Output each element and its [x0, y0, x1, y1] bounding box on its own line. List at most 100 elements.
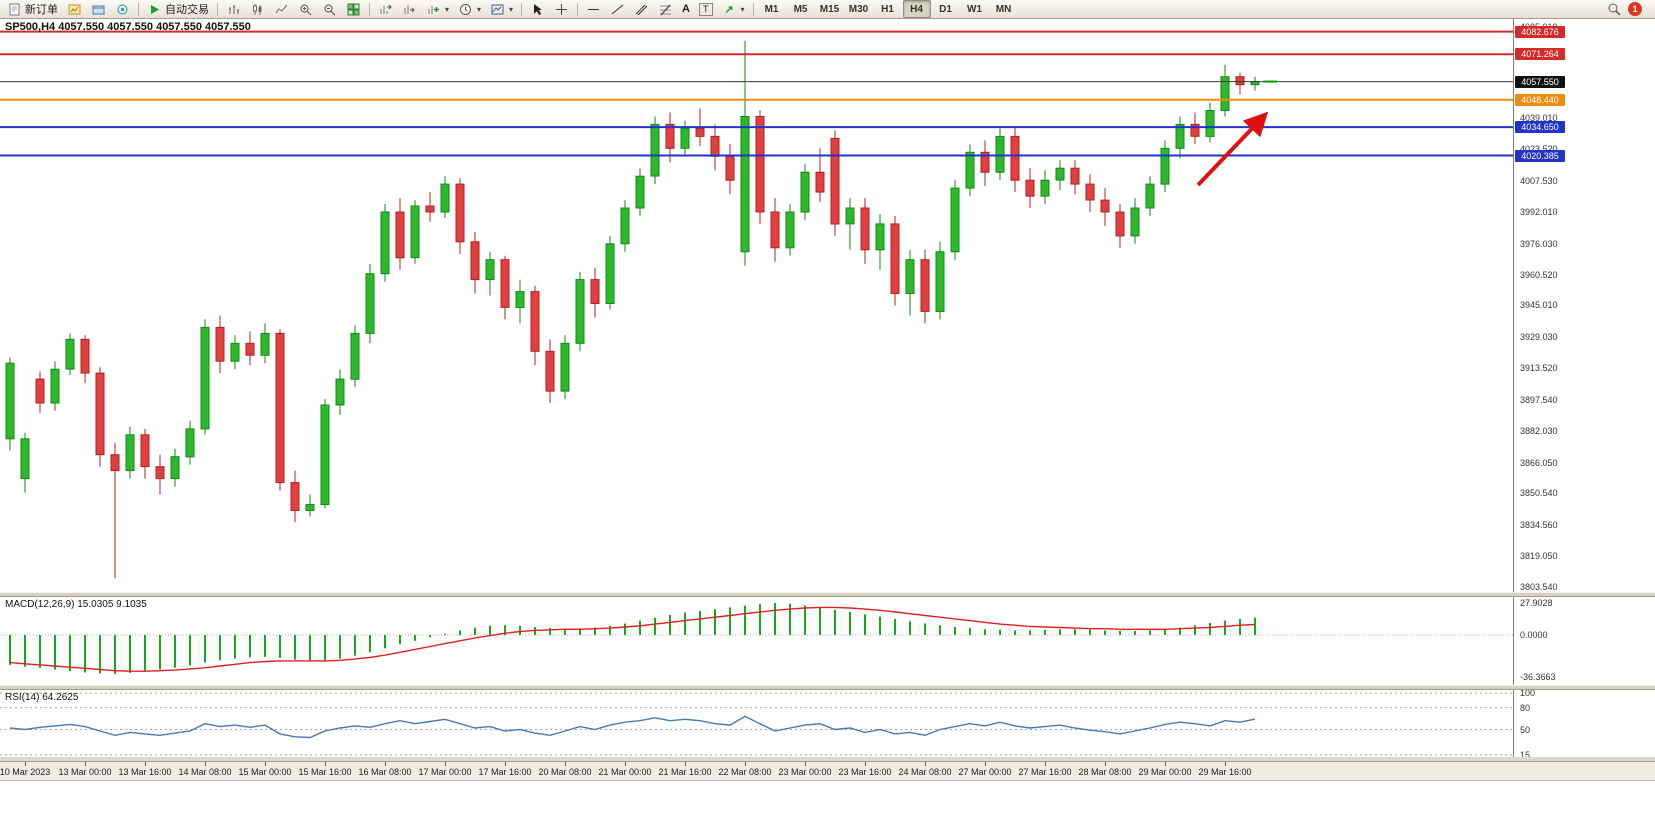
trendline-tool-button[interactable]: [606, 0, 629, 19]
profiles-button[interactable]: [87, 0, 110, 19]
new-order-label: 新订单: [25, 4, 58, 16]
tile-windows-button[interactable]: [342, 0, 365, 19]
time-tick-label: 27 Mar 00:00: [958, 767, 1012, 777]
time-tick-label: 29 Mar 00:00: [1138, 767, 1192, 777]
macd-values: 15.0305 9.1035: [77, 599, 147, 610]
time-tick: [1165, 762, 1166, 766]
price-tick-label: 3992.010: [1520, 207, 1558, 217]
chart-shift-icon: [402, 2, 417, 16]
text-tool-button[interactable]: A: [678, 0, 694, 19]
text-label-icon: T: [699, 2, 713, 16]
periods-dropdown[interactable]: ▾: [454, 0, 485, 19]
trendline-icon: [610, 2, 625, 16]
time-tick-label: 21 Mar 00:00: [598, 767, 652, 777]
price-tick-label: 3929.030: [1520, 332, 1558, 342]
time-tick-label: 13 Mar 00:00: [58, 767, 112, 777]
time-tick-label: 15 Mar 00:00: [238, 767, 292, 777]
arrows-dropdown[interactable]: ↗ ▾: [718, 0, 749, 19]
chart-window-icon: [67, 2, 82, 16]
chart-line-button[interactable]: [270, 0, 293, 19]
community-button[interactable]: [111, 0, 134, 19]
timeframe-d1-button[interactable]: D1: [939, 3, 952, 15]
rsi-axis-label: 100: [1520, 688, 1536, 698]
rsi-axis-label: 50: [1520, 725, 1531, 735]
chevron-down-icon: ▾: [445, 4, 450, 14]
price-tick-label: 3866.050: [1520, 458, 1558, 468]
auto-scroll-button[interactable]: [374, 0, 397, 19]
templates-icon: [490, 2, 505, 16]
auto-trading-icon: [147, 2, 162, 16]
price-level-tag: 4048.440: [1515, 94, 1565, 106]
time-tick-label: 15 Mar 16:00: [298, 767, 352, 777]
text-label-tool-button[interactable]: T: [695, 0, 717, 19]
time-tick-label: 27 Mar 16:00: [1018, 767, 1072, 777]
main-toolbar: 新订单 自动交易: [0, 0, 1655, 19]
time-axis[interactable]: 10 Mar 2023 13 Mar 00:00 13 Mar 16:00 14 Ma…: [0, 762, 1655, 781]
new-order-icon: [7, 2, 22, 16]
rsi-panel-canvas[interactable]: [0, 690, 1513, 757]
timeframe-m15-button[interactable]: M15: [819, 3, 840, 15]
cursor-icon: [530, 2, 545, 16]
zoom-out-button[interactable]: [318, 0, 341, 19]
crosshair-tool-button[interactable]: [550, 0, 573, 19]
toolbar-separator: [217, 2, 218, 16]
macd-axis-label: -36.3663: [1520, 672, 1556, 682]
auto-scroll-icon: [378, 2, 393, 16]
chart-candles-button[interactable]: [246, 0, 269, 19]
horizontal-line-icon: [586, 2, 601, 16]
panel-separator[interactable]: [0, 685, 1655, 690]
new-order-button[interactable]: 新订单: [3, 1, 62, 18]
rsi-axis-label: 80: [1520, 703, 1531, 713]
chart-line-icon: [274, 2, 289, 16]
price-tick-label: 4007.530: [1520, 176, 1558, 186]
channel-tool-button[interactable]: [630, 0, 653, 19]
time-tick: [985, 762, 986, 766]
timeframe-m5-button[interactable]: M5: [793, 3, 808, 15]
timeframe-mn-button[interactable]: MN: [995, 3, 1012, 15]
macd-label: MACD(12,26,9) 15.0305 9.1035: [5, 599, 147, 610]
chart-shift-button[interactable]: [398, 0, 421, 19]
time-tick-label: 13 Mar 16:00: [118, 767, 172, 777]
price-tick-label: 3834.560: [1520, 520, 1558, 530]
rsi-value: 64.2625: [42, 692, 79, 703]
timeframe-m1-button[interactable]: M1: [764, 3, 779, 15]
search-icon[interactable]: [1606, 2, 1621, 16]
panel-separator[interactable]: [0, 592, 1655, 597]
price-chart-canvas[interactable]: [0, 19, 1513, 592]
price-axis[interactable]: 4085.0104039.0104023.5204007.5303992.010…: [1513, 19, 1655, 762]
timeframe-m30-button[interactable]: M30: [848, 3, 869, 15]
timeframe-w1-button[interactable]: W1: [967, 3, 983, 15]
time-tick-label: 21 Mar 16:00: [658, 767, 712, 777]
new-chart-dropdown[interactable]: ▾: [422, 0, 453, 19]
rsi-label: RSI(14) 64.2625: [5, 692, 78, 703]
text-tool-icon: A: [682, 3, 690, 15]
chart-bars-button[interactable]: [222, 0, 245, 19]
time-tick-label: 14 Mar 08:00: [178, 767, 232, 777]
horizontal-scrollbar[interactable]: [0, 757, 1655, 762]
horizontal-line-tool-button[interactable]: [582, 0, 605, 19]
time-tick: [445, 762, 446, 766]
toolbar-separator: [369, 2, 370, 16]
macd-panel-canvas[interactable]: [0, 597, 1513, 685]
community-icon: [115, 2, 130, 16]
zoom-out-icon: [322, 2, 337, 16]
fibonacci-tool-button[interactable]: [654, 0, 677, 19]
price-tick-label: 3945.010: [1520, 300, 1558, 310]
time-tick: [85, 762, 86, 766]
chart-window-button[interactable]: [63, 0, 86, 19]
macd-axis-label: 27.9028: [1520, 598, 1553, 608]
notification-badge[interactable]: 1: [1628, 2, 1642, 16]
price-tick-label: 3913.520: [1520, 363, 1558, 373]
time-tick: [625, 762, 626, 766]
templates-dropdown[interactable]: ▾: [486, 0, 517, 19]
timeframe-h4-button[interactable]: H4: [902, 0, 931, 18]
tile-windows-icon: [346, 2, 361, 16]
auto-trading-button[interactable]: 自动交易: [143, 1, 213, 18]
time-tick: [265, 762, 266, 766]
cursor-tool-button[interactable]: [526, 0, 549, 19]
zoom-in-button[interactable]: [294, 0, 317, 19]
new-chart-icon: [426, 2, 441, 16]
rsi-axis-label: 15: [1520, 750, 1531, 760]
time-tick-label: 29 Mar 16:00: [1198, 767, 1252, 777]
timeframe-h1-button[interactable]: H1: [881, 3, 894, 15]
